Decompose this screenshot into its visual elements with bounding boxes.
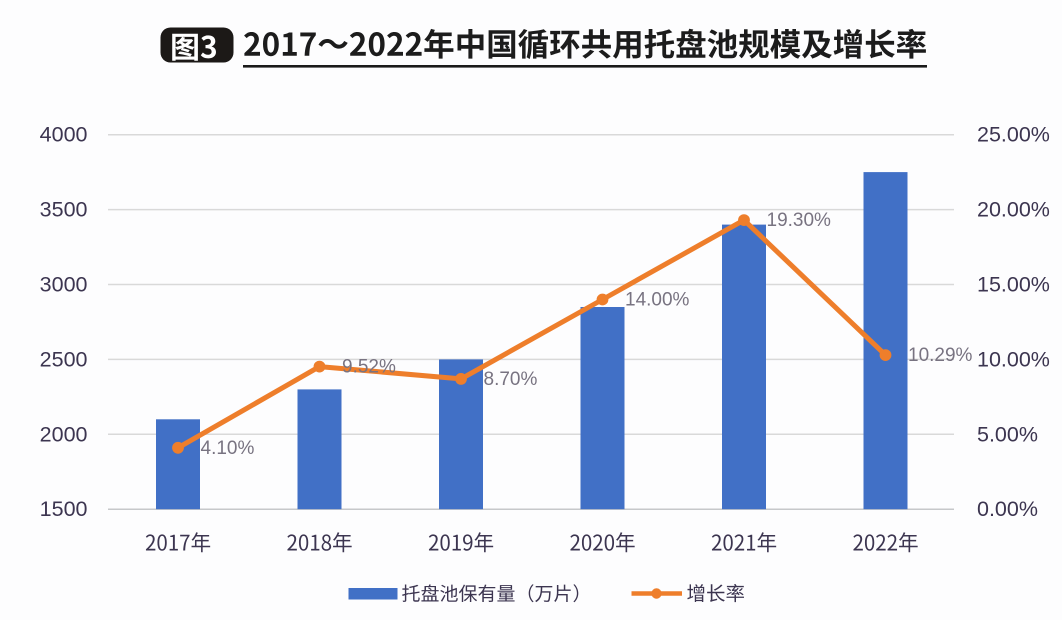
svg-text:4.10%: 4.10% (201, 438, 255, 459)
svg-text:10.00%: 10.00% (977, 347, 1050, 371)
svg-text:8.70%: 8.70% (484, 369, 538, 390)
svg-text:9.52%: 9.52% (342, 357, 396, 378)
svg-text:20.00%: 20.00% (977, 198, 1050, 222)
svg-text:2500: 2500 (40, 347, 88, 371)
svg-text:14.00%: 14.00% (625, 290, 690, 311)
svg-text:3500: 3500 (40, 198, 88, 222)
svg-text:25.00%: 25.00% (977, 123, 1050, 147)
svg-text:4000: 4000 (40, 123, 88, 147)
svg-text:1500: 1500 (40, 497, 88, 521)
svg-text:2000: 2000 (40, 422, 88, 446)
svg-text:3000: 3000 (40, 273, 88, 297)
svg-text:0.00%: 0.00% (977, 497, 1038, 521)
svg-text:19.30%: 19.30% (767, 210, 832, 231)
svg-text:10.29%: 10.29% (908, 345, 973, 366)
svg-text:5.00%: 5.00% (977, 422, 1038, 446)
svg-text:15.00%: 15.00% (977, 273, 1050, 297)
